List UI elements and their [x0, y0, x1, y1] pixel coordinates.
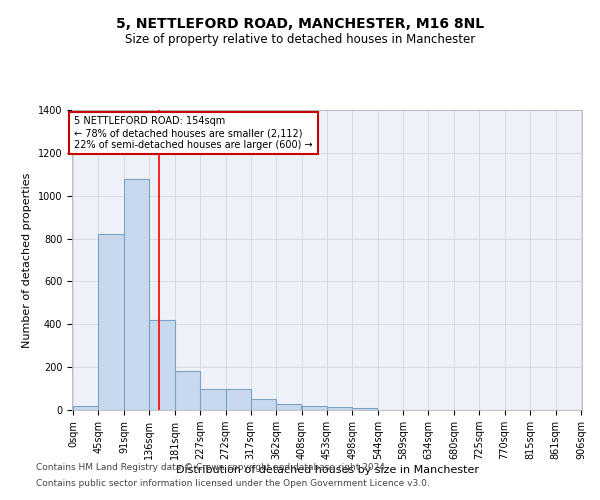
X-axis label: Distribution of detached houses by size in Manchester: Distribution of detached houses by size … [176, 465, 479, 475]
Text: 5, NETTLEFORD ROAD, MANCHESTER, M16 8NL: 5, NETTLEFORD ROAD, MANCHESTER, M16 8NL [116, 18, 484, 32]
Bar [276, 404, 301, 410]
Bar [124, 178, 149, 410]
Text: 5 NETTLEFORD ROAD: 154sqm
← 78% of detached houses are smaller (2,112)
22% of se: 5 NETTLEFORD ROAD: 154sqm ← 78% of detac… [74, 116, 313, 150]
Text: Contains HM Land Registry data © Crown copyright and database right 2024.: Contains HM Land Registry data © Crown c… [36, 464, 388, 472]
Bar [226, 388, 251, 410]
Bar [327, 407, 352, 410]
Bar [149, 320, 175, 410]
Text: Size of property relative to detached houses in Manchester: Size of property relative to detached ho… [125, 32, 475, 46]
Y-axis label: Number of detached properties: Number of detached properties [22, 172, 32, 348]
Bar [175, 372, 200, 410]
Text: Contains public sector information licensed under the Open Government Licence v3: Contains public sector information licen… [36, 478, 430, 488]
Bar [302, 406, 327, 410]
Bar [73, 406, 98, 410]
Bar [200, 388, 226, 410]
Bar [352, 408, 377, 410]
Bar [98, 234, 124, 410]
Bar [251, 400, 276, 410]
